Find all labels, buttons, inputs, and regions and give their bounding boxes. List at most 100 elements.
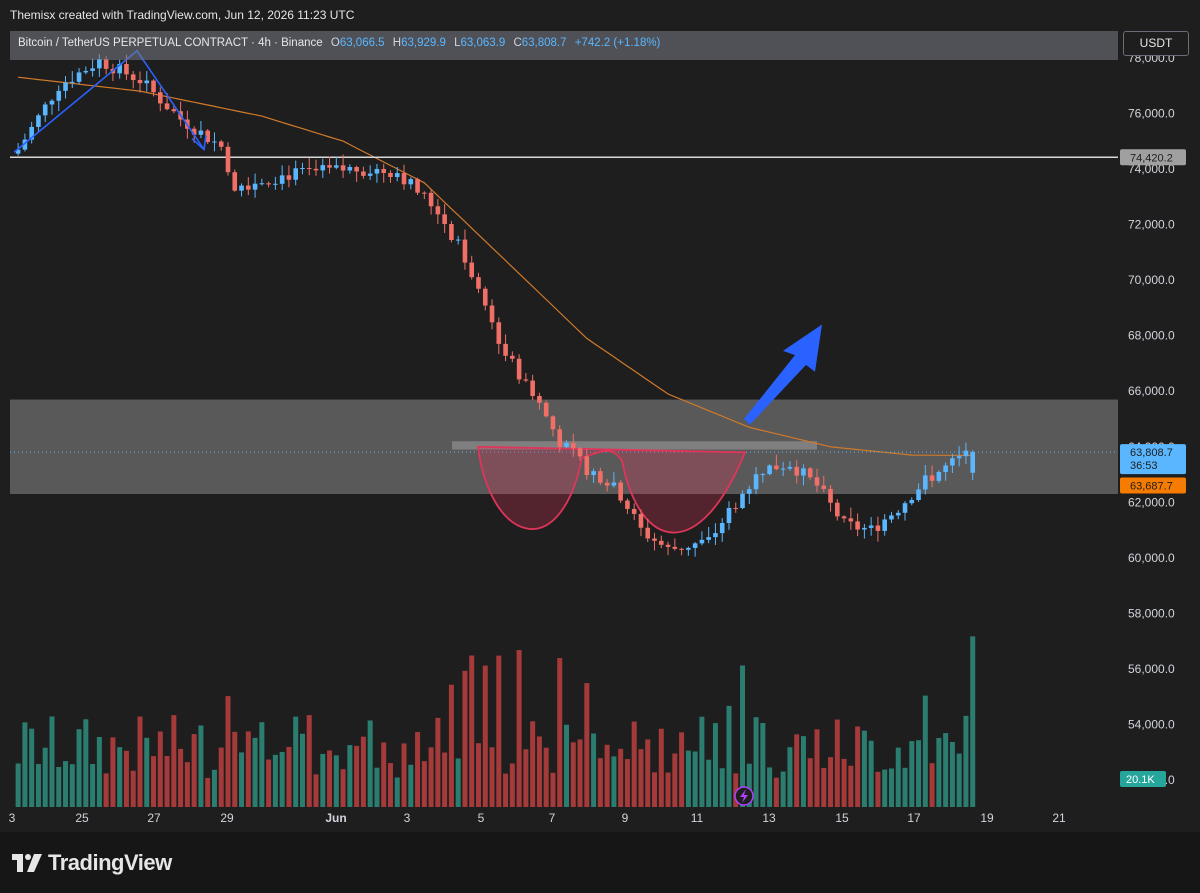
- candle-body: [286, 175, 292, 180]
- candle-body: [692, 543, 698, 548]
- candle-body: [679, 548, 684, 550]
- candle-body: [388, 172, 393, 178]
- volume-bar: [218, 747, 224, 807]
- volume-bar: [475, 743, 481, 807]
- time-tick-label: 29: [220, 811, 234, 825]
- volume-bar: [198, 725, 204, 807]
- candle-body: [56, 90, 62, 101]
- candle-body: [69, 81, 75, 83]
- candle-body: [530, 380, 535, 396]
- candle-body: [963, 450, 969, 457]
- volume-bar: [421, 761, 427, 807]
- volume-bar: [814, 729, 820, 807]
- volume-bar: [374, 767, 380, 807]
- volume-bar: [631, 721, 637, 807]
- candle-body: [97, 59, 102, 69]
- volume-bar: [557, 658, 563, 807]
- volume-bar: [740, 665, 746, 807]
- volume-bar: [496, 655, 502, 807]
- candle-body: [476, 277, 481, 289]
- volume-bar: [868, 740, 874, 807]
- volume-bar: [536, 736, 542, 807]
- candle-body: [422, 192, 427, 194]
- candle-body: [598, 471, 603, 483]
- candle-body: [225, 146, 231, 173]
- time-tick-label: 27: [147, 811, 161, 825]
- volume-bar: [888, 768, 894, 807]
- volume-bar: [780, 771, 786, 807]
- top-bar: Themisx created with TradingView.com, Ju…: [0, 0, 1200, 30]
- volume-bar: [611, 756, 617, 807]
- candle-body: [510, 355, 515, 359]
- candle-body: [259, 183, 265, 185]
- support-zone: [10, 399, 1118, 495]
- volume-bar: [313, 774, 319, 807]
- candle-body: [909, 499, 915, 504]
- volume-bar: [543, 747, 549, 807]
- candle-body: [334, 165, 339, 168]
- volume-bar: [232, 731, 238, 807]
- credit-text: Themisx created with TradingView.com, Ju…: [10, 8, 355, 22]
- volume-bar: [726, 705, 732, 807]
- candle-body: [198, 130, 204, 135]
- candle-body: [489, 305, 495, 323]
- volume-bar: [604, 744, 610, 807]
- candle-body: [929, 475, 935, 481]
- candle-body: [814, 477, 820, 486]
- volume-bar: [834, 719, 840, 807]
- candle-body: [956, 456, 962, 459]
- chart-canvas[interactable]: 52,000.054,000.056,000.058,000.060,000.0…: [0, 30, 1200, 832]
- candle-body: [15, 149, 21, 154]
- open-label: O: [330, 37, 340, 49]
- candle-body: [631, 508, 637, 514]
- candle-body: [550, 416, 556, 430]
- price-tags: 74,420.2 63,808.736:53 63,687.7 20.1K: [734, 149, 1186, 806]
- zigzag-line: [13, 49, 205, 153]
- candle-body: [706, 537, 711, 540]
- candle-body: [543, 402, 549, 417]
- volume-bar: [144, 737, 150, 807]
- last-price-tag-text: 63,808.7: [1130, 447, 1173, 459]
- volume-bar: [367, 720, 373, 807]
- candle-body: [252, 183, 258, 190]
- candle-body: [943, 465, 948, 473]
- volume-bar: [333, 755, 339, 807]
- volume-bar: [672, 753, 678, 807]
- tradingview-logo[interactable]: TradingView: [12, 850, 172, 876]
- volume-bar: [469, 655, 475, 807]
- candle-body: [570, 442, 576, 449]
- candle-body: [882, 519, 887, 531]
- candle-body: [191, 128, 197, 135]
- volume-bar: [665, 772, 671, 807]
- volume-bar: [266, 759, 272, 807]
- close-label: C: [513, 37, 522, 49]
- volume-bar: [618, 748, 624, 807]
- candle-body: [469, 262, 475, 278]
- volume-bar: [733, 773, 739, 807]
- volume-bar: [83, 719, 89, 807]
- candle-body: [746, 489, 752, 494]
- candle-body: [164, 103, 170, 110]
- candle-body: [374, 168, 380, 174]
- time-tick-label: 17: [907, 811, 921, 825]
- double-bottom-pattern: [476, 445, 747, 534]
- volume-bar: [523, 749, 529, 807]
- candle-body: [638, 513, 644, 528]
- price-tick-label: 72,000.0: [1128, 218, 1175, 232]
- time-axis[interactable]: 3 25 27 29 Jun 3 5 7 9 11 13 15 17 19 21: [9, 811, 1066, 825]
- volume-bar: [387, 763, 393, 807]
- candle-body: [726, 507, 732, 523]
- volume-bar: [828, 757, 834, 807]
- high-value: 63,929.9: [401, 37, 446, 49]
- candle-body: [970, 452, 976, 473]
- candle-body: [76, 72, 82, 82]
- price-tick-label: 54,000.0: [1128, 718, 1175, 732]
- price-tick-label: 70,000.0: [1128, 273, 1175, 287]
- volume-bar: [692, 751, 698, 807]
- high-label: H: [392, 37, 402, 49]
- candle-body: [408, 179, 414, 185]
- currency-unit-button[interactable]: USDT: [1123, 31, 1189, 56]
- volume-bar: [394, 777, 400, 807]
- volume-bar: [956, 753, 962, 807]
- candle-body: [658, 540, 664, 545]
